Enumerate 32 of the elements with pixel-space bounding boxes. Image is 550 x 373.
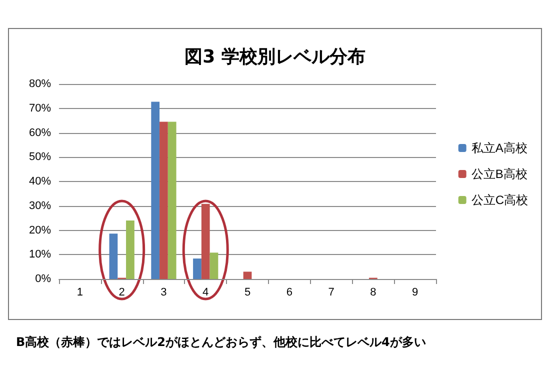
y-tick-label: 50% bbox=[28, 151, 52, 164]
x-tick-label: 7 bbox=[328, 286, 334, 298]
x-tick-label: 4 bbox=[202, 286, 209, 298]
y-tick-label: 40% bbox=[28, 176, 52, 188]
x-tick-label: 3 bbox=[160, 286, 167, 298]
bar bbox=[201, 204, 210, 279]
bar bbox=[168, 122, 176, 279]
text: B高校（赤棒）ではレベル2がほとんどおらず、他校に比べてレベル4が多い bbox=[16, 334, 427, 351]
x-tick-label: 9 bbox=[412, 286, 418, 298]
bar bbox=[160, 122, 168, 279]
x-tick-label: 8 bbox=[370, 286, 376, 298]
y-tick-label: 60% bbox=[28, 126, 52, 139]
y-tick-label: 20% bbox=[28, 224, 52, 236]
bar bbox=[210, 252, 218, 279]
x-tick-label: 6 bbox=[286, 286, 292, 298]
y-tick-label: 70% bbox=[28, 102, 52, 114]
x-tick-label: 5 bbox=[244, 286, 251, 298]
chart-title: 図3 学校別レベル分布 bbox=[184, 46, 366, 68]
bar bbox=[109, 234, 118, 279]
y-tick-label: 10% bbox=[28, 248, 52, 261]
x-tick-label: 1 bbox=[76, 286, 84, 298]
y-tick-label: 0% bbox=[35, 273, 52, 285]
bar bbox=[126, 220, 134, 279]
bar bbox=[243, 272, 252, 279]
y-tick-label: 80% bbox=[28, 78, 52, 90]
bar bbox=[151, 102, 160, 279]
x-tick-label: 2 bbox=[118, 286, 125, 298]
legend-label: 公立B高校 bbox=[471, 167, 528, 181]
bar bbox=[193, 258, 202, 279]
legend-label: 公立C高校 bbox=[471, 193, 528, 207]
y-tick-label: 30% bbox=[28, 200, 52, 212]
legend-label: 私立A高校 bbox=[471, 141, 528, 155]
